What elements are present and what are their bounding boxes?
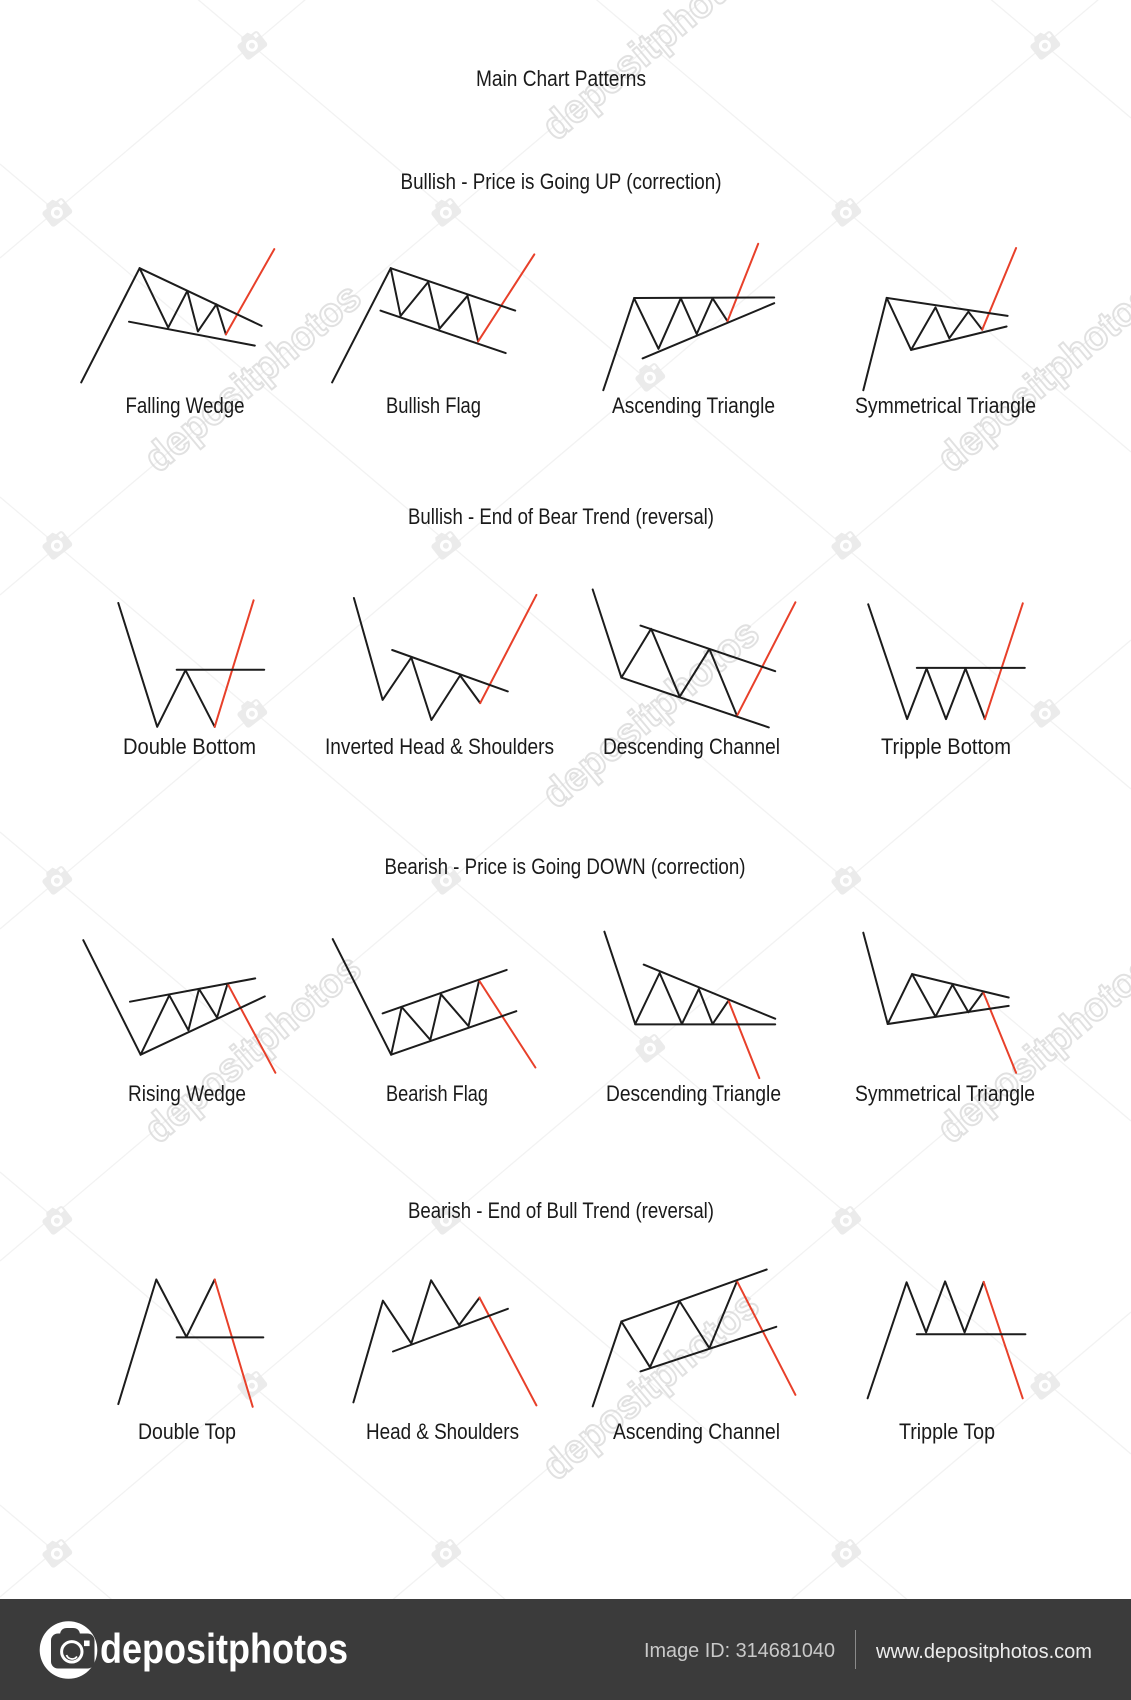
svg-text:Rising Wedge: Rising Wedge xyxy=(128,1081,246,1106)
svg-text:Bullish Flag: Bullish Flag xyxy=(386,393,481,418)
svg-text:Image ID: 314681040: Image ID: 314681040 xyxy=(644,1640,835,1662)
svg-text:Falling Wedge: Falling Wedge xyxy=(126,393,245,418)
svg-text:www.depositphotos.com: www.depositphotos.com xyxy=(875,1641,1092,1663)
svg-text:Double Bottom: Double Bottom xyxy=(123,734,256,759)
svg-text:Bearish Flag: Bearish Flag xyxy=(386,1081,488,1106)
svg-text:Main Chart Patterns: Main Chart Patterns xyxy=(476,66,646,91)
svg-text:Symmetrical Triangle: Symmetrical Triangle xyxy=(855,1081,1035,1106)
svg-text:Ascending Channel: Ascending Channel xyxy=(613,1419,780,1444)
svg-text:Bearish - Price is Going DOWN: Bearish - Price is Going DOWN (correctio… xyxy=(385,854,746,879)
svg-text:Inverted Head & Shoulders: Inverted Head & Shoulders xyxy=(325,734,554,759)
svg-text:Descending Triangle: Descending Triangle xyxy=(606,1081,781,1106)
svg-text:Head & Shoulders: Head & Shoulders xyxy=(366,1419,519,1444)
svg-text:Bearish - End of Bull Trend (r: Bearish - End of Bull Trend (reversal) xyxy=(408,1198,714,1223)
svg-text:Bullish - End of Bear Trend (r: Bullish - End of Bear Trend (reversal) xyxy=(408,504,714,529)
svg-text:Bullish - Price is Going UP (c: Bullish - Price is Going UP (correction) xyxy=(401,169,722,194)
svg-text:Double Top: Double Top xyxy=(138,1419,236,1444)
svg-text:Tripple Bottom: Tripple Bottom xyxy=(881,734,1011,759)
svg-text:Symmetrical Triangle: Symmetrical Triangle xyxy=(855,393,1036,418)
svg-text:Descending Channel: Descending Channel xyxy=(603,734,780,759)
svg-text:depositphotos: depositphotos xyxy=(100,1625,348,1672)
svg-text:Ascending Triangle: Ascending Triangle xyxy=(612,393,775,418)
svg-text:Tripple Top: Tripple Top xyxy=(899,1419,995,1444)
